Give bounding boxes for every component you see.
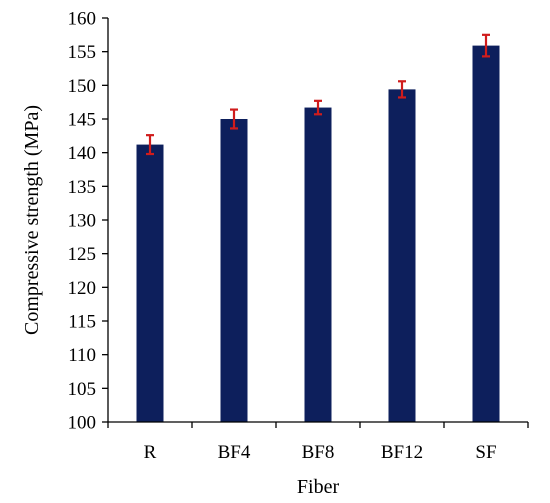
y-axis-ticks: 100 105 110 115 120 125 130 135 140 145 150 155 160 <box>68 9 109 434</box>
y-tick-label: 125 <box>68 244 97 265</box>
bar-r <box>137 145 164 422</box>
y-tick-label: 135 <box>68 177 97 198</box>
bar-bf12 <box>389 89 416 422</box>
y-tick-label: 140 <box>68 143 97 164</box>
x-axis-title: Fiber <box>297 476 340 498</box>
y-axis-title: Compressive strength (MPa) <box>21 105 43 335</box>
y-tick-label: 130 <box>68 211 97 232</box>
x-axis-ticks: R BF4 BF8 BF12 SF <box>108 422 528 463</box>
x-tick-label: SF <box>475 442 496 463</box>
y-tick-label: 115 <box>68 312 96 333</box>
x-tick-label: BF4 <box>218 442 251 463</box>
y-tick-label: 105 <box>68 379 97 400</box>
x-tick-label: BF8 <box>302 442 335 463</box>
y-tick-label: 120 <box>68 278 97 299</box>
bar-bf4 <box>221 119 248 422</box>
x-tick-label: R <box>144 442 157 463</box>
bar-sf <box>473 46 500 422</box>
y-tick-label: 110 <box>68 345 96 366</box>
y-tick-label: 145 <box>68 110 97 131</box>
bar-bf8 <box>305 108 332 422</box>
x-tick-label: BF12 <box>381 442 423 463</box>
y-tick-label: 160 <box>68 9 97 30</box>
y-tick-label: 100 <box>68 413 97 434</box>
y-tick-label: 155 <box>68 42 97 63</box>
y-tick-label: 150 <box>68 76 97 97</box>
